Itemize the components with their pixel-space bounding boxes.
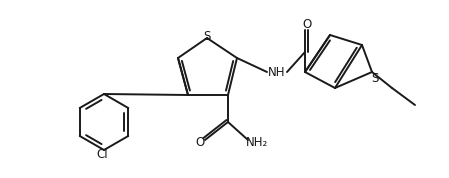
Text: Cl: Cl	[96, 148, 108, 161]
Text: S: S	[371, 72, 379, 85]
Text: S: S	[203, 30, 211, 43]
Text: O: O	[302, 19, 312, 32]
Text: O: O	[195, 135, 205, 148]
Text: NH₂: NH₂	[246, 135, 268, 148]
Text: NH: NH	[268, 66, 286, 78]
